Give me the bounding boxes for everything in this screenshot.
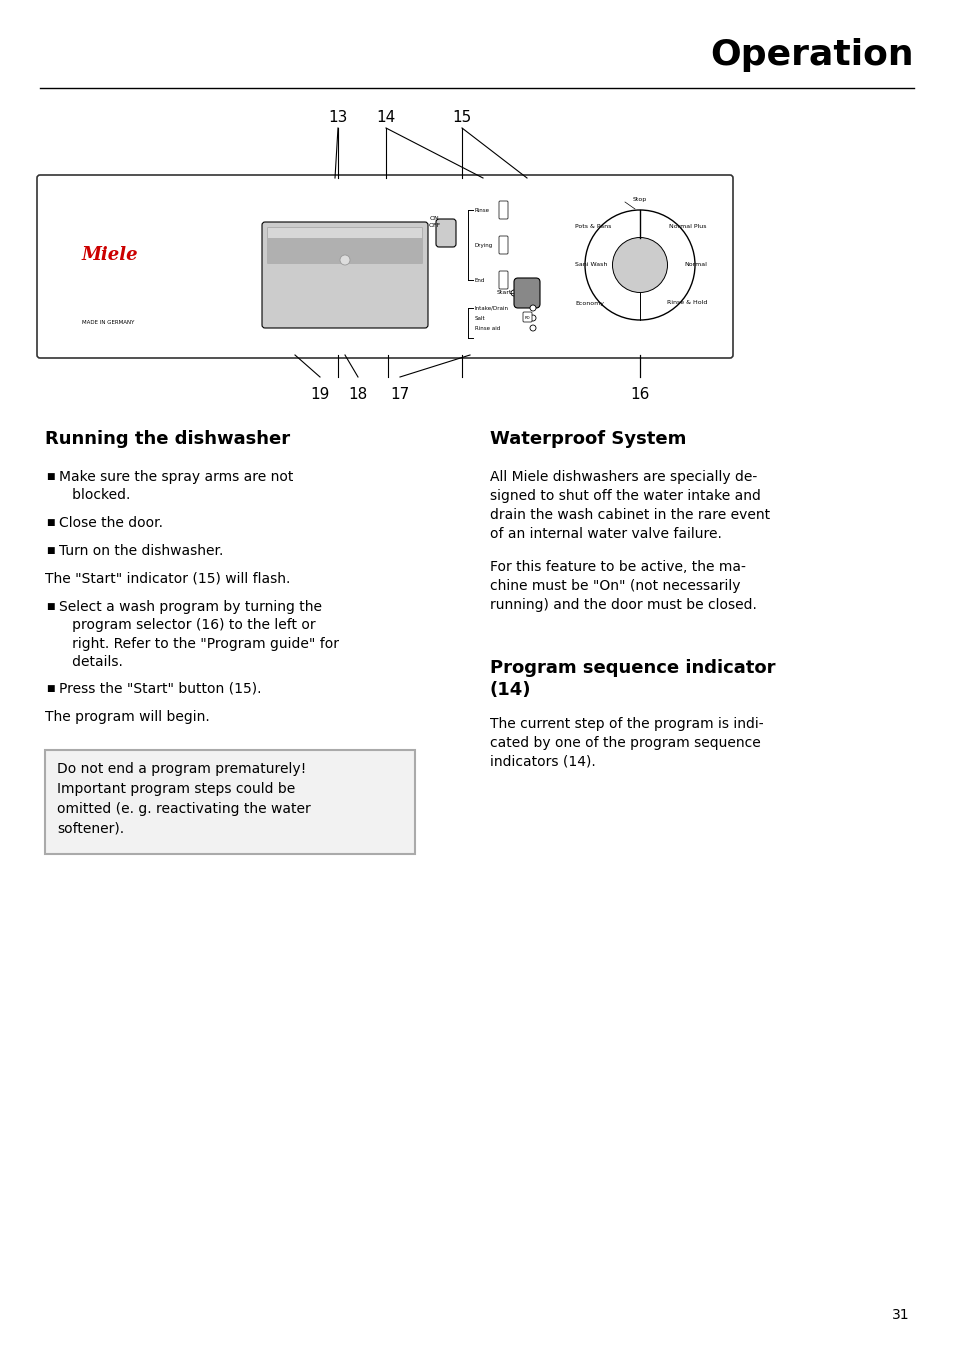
Circle shape — [530, 324, 536, 331]
Text: Do not end a program prematurely!: Do not end a program prematurely! — [57, 763, 306, 776]
Text: Stop: Stop — [632, 197, 646, 203]
Text: Intake/Drain: Intake/Drain — [475, 306, 509, 311]
FancyBboxPatch shape — [262, 222, 428, 329]
Text: 18: 18 — [348, 387, 367, 402]
Text: ON: ON — [430, 216, 439, 220]
Circle shape — [530, 315, 536, 320]
Circle shape — [530, 306, 536, 311]
FancyBboxPatch shape — [436, 219, 456, 247]
Text: Operation: Operation — [710, 38, 913, 72]
Text: Close the door.: Close the door. — [59, 516, 163, 530]
Text: ■: ■ — [46, 472, 54, 481]
Text: PD: PD — [524, 316, 530, 320]
Text: Economy: Economy — [575, 300, 603, 306]
Text: The current step of the program is indi-
cated by one of the program sequence
in: The current step of the program is indi-… — [490, 717, 762, 769]
Text: Press the "Start" button (15).: Press the "Start" button (15). — [59, 681, 261, 696]
Text: All Miele dishwashers are specially de-
signed to shut off the water intake and
: All Miele dishwashers are specially de- … — [490, 470, 769, 541]
Text: Sani Wash: Sani Wash — [575, 262, 607, 268]
FancyBboxPatch shape — [37, 174, 732, 358]
Text: Turn on the dishwasher.: Turn on the dishwasher. — [59, 544, 223, 558]
Text: 17: 17 — [390, 387, 409, 402]
Text: Start: Start — [497, 291, 512, 296]
Text: Rinse & Hold: Rinse & Hold — [666, 300, 706, 306]
Text: Pots & Pans: Pots & Pans — [575, 224, 611, 230]
Text: omitted (e. g. reactivating the water: omitted (e. g. reactivating the water — [57, 802, 311, 817]
FancyBboxPatch shape — [522, 312, 532, 322]
Circle shape — [584, 210, 695, 320]
Text: MADE IN GERMANY: MADE IN GERMANY — [82, 319, 134, 324]
Text: The program will begin.: The program will begin. — [45, 710, 210, 725]
Circle shape — [612, 238, 667, 292]
Text: 13: 13 — [328, 111, 347, 126]
Text: 15: 15 — [452, 111, 471, 126]
FancyBboxPatch shape — [268, 228, 421, 238]
Text: Rinse aid: Rinse aid — [475, 326, 499, 330]
FancyBboxPatch shape — [45, 750, 415, 854]
Text: The "Start" indicator (15) will flash.: The "Start" indicator (15) will flash. — [45, 572, 290, 585]
Text: Salt: Salt — [475, 315, 485, 320]
Text: ■: ■ — [46, 518, 54, 527]
Text: ■: ■ — [46, 684, 54, 694]
FancyBboxPatch shape — [514, 279, 539, 308]
Text: Select a wash program by turning the
   program selector (16) to the left or
   : Select a wash program by turning the pro… — [59, 600, 338, 669]
Text: Drying: Drying — [475, 242, 493, 247]
Text: 16: 16 — [630, 387, 649, 402]
FancyBboxPatch shape — [498, 201, 507, 219]
Text: Miele: Miele — [82, 246, 138, 264]
Text: Normal Plus: Normal Plus — [669, 224, 706, 230]
Circle shape — [339, 256, 350, 265]
Text: 19: 19 — [310, 387, 330, 402]
Text: For this feature to be active, the ma-
chine must be "On" (not necessarily
runni: For this feature to be active, the ma- c… — [490, 560, 756, 612]
Text: OFF: OFF — [429, 223, 440, 228]
Text: Program sequence indicator
(14): Program sequence indicator (14) — [490, 658, 775, 699]
Text: Running the dishwasher: Running the dishwasher — [45, 430, 290, 448]
Text: End: End — [475, 277, 485, 283]
FancyBboxPatch shape — [498, 237, 507, 254]
Text: softener).: softener). — [57, 822, 124, 836]
Text: Rinse: Rinse — [475, 207, 490, 212]
FancyBboxPatch shape — [498, 270, 507, 289]
Circle shape — [511, 289, 517, 296]
Text: Waterproof System: Waterproof System — [490, 430, 685, 448]
Text: Make sure the spray arms are not
   blocked.: Make sure the spray arms are not blocked… — [59, 470, 294, 503]
Text: ■: ■ — [46, 546, 54, 556]
Text: Normal: Normal — [683, 262, 706, 268]
FancyBboxPatch shape — [267, 227, 422, 264]
Text: Important program steps could be: Important program steps could be — [57, 781, 294, 796]
Text: 14: 14 — [376, 111, 395, 126]
Text: 31: 31 — [891, 1307, 909, 1322]
Text: ■: ■ — [46, 602, 54, 611]
